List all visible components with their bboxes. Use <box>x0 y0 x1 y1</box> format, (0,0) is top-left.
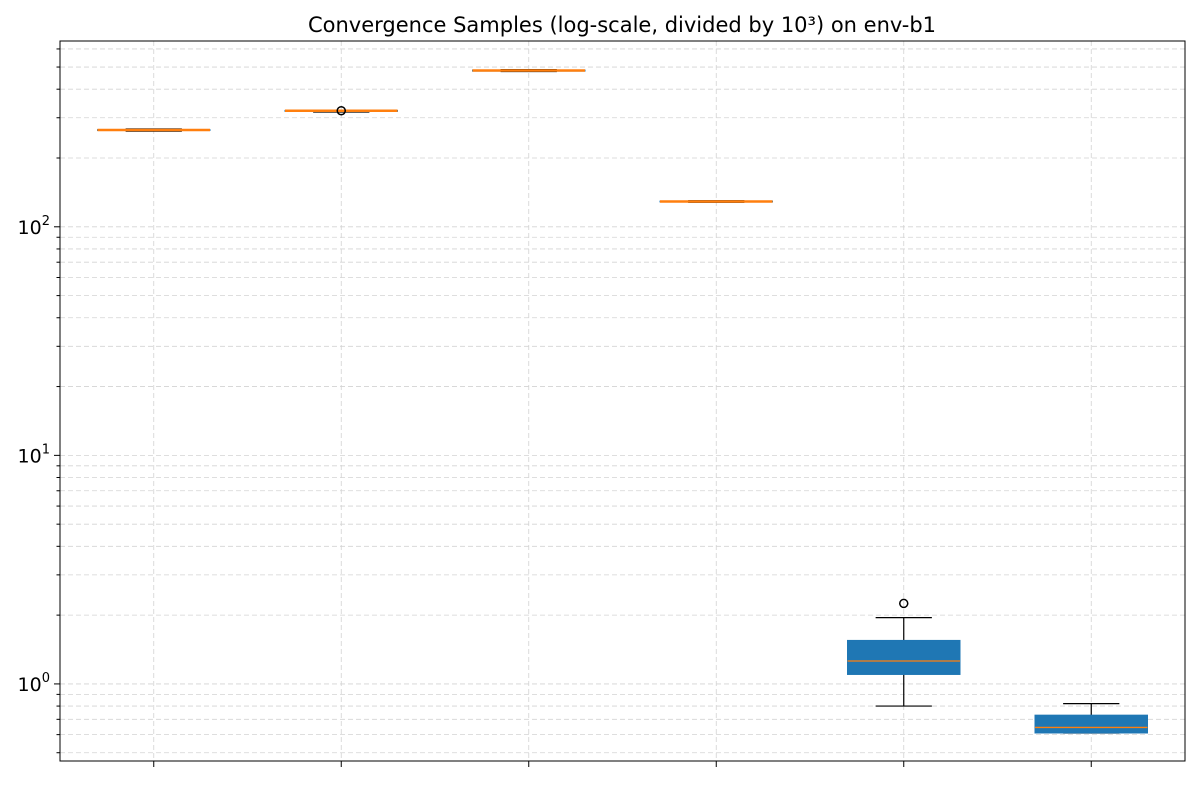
box-body <box>847 639 961 675</box>
box-2 <box>284 105 398 116</box>
y-tick-label: 102 <box>18 214 50 239</box>
box-6 <box>1034 703 1148 734</box>
box-1 <box>97 128 211 132</box>
grid-lines <box>60 41 1185 761</box>
box-series <box>97 69 1148 734</box>
box-5 <box>847 598 961 707</box>
box-3 <box>472 69 586 73</box>
box-4 <box>659 200 773 203</box>
plot-area-frame <box>59 40 1186 762</box>
outlier-point <box>899 598 909 609</box>
axes: 100 101 102 <box>18 48 1092 767</box>
y-tick-label: 100 <box>18 671 50 696</box>
box-body <box>1034 714 1148 734</box>
outlier-point <box>336 105 346 116</box>
y-tick-label: 101 <box>18 442 50 467</box>
chart-title: Convergence Samples (log-scale, divided … <box>308 13 936 37</box>
